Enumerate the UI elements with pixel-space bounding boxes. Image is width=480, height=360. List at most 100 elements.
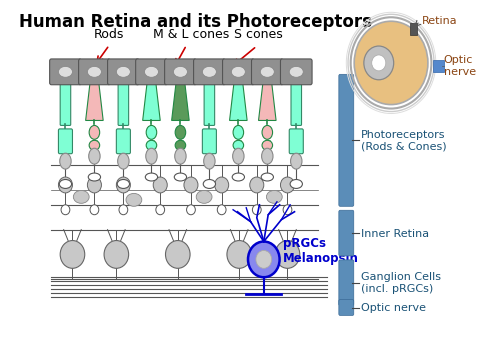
- FancyBboxPatch shape: [165, 59, 196, 85]
- Ellipse shape: [262, 125, 273, 139]
- Ellipse shape: [173, 66, 188, 77]
- Text: pRGCs
Melanopsin: pRGCs Melanopsin: [283, 238, 359, 265]
- Ellipse shape: [89, 148, 100, 164]
- Ellipse shape: [262, 148, 273, 164]
- Ellipse shape: [233, 140, 244, 150]
- FancyBboxPatch shape: [280, 59, 312, 85]
- Ellipse shape: [175, 148, 186, 164]
- Circle shape: [250, 177, 264, 193]
- Circle shape: [156, 205, 165, 215]
- Ellipse shape: [175, 125, 186, 139]
- Ellipse shape: [89, 140, 100, 150]
- Circle shape: [215, 177, 228, 193]
- FancyBboxPatch shape: [116, 129, 131, 154]
- FancyBboxPatch shape: [118, 82, 129, 125]
- Circle shape: [364, 46, 394, 80]
- Circle shape: [248, 242, 279, 277]
- Ellipse shape: [116, 66, 131, 77]
- FancyBboxPatch shape: [339, 210, 354, 256]
- Text: M & L cones: M & L cones: [153, 28, 229, 41]
- Bar: [410, 23, 418, 35]
- Ellipse shape: [146, 125, 157, 139]
- Ellipse shape: [203, 180, 216, 188]
- Polygon shape: [229, 83, 247, 121]
- Ellipse shape: [126, 193, 142, 206]
- Circle shape: [87, 177, 101, 193]
- Polygon shape: [172, 83, 189, 121]
- Text: Rods: Rods: [94, 28, 124, 41]
- Ellipse shape: [266, 190, 282, 203]
- Ellipse shape: [262, 140, 273, 150]
- Circle shape: [256, 251, 272, 268]
- FancyBboxPatch shape: [289, 129, 303, 154]
- FancyBboxPatch shape: [60, 82, 71, 125]
- Circle shape: [153, 177, 167, 193]
- FancyBboxPatch shape: [59, 129, 72, 154]
- Circle shape: [116, 177, 131, 193]
- Circle shape: [59, 177, 72, 193]
- Ellipse shape: [89, 125, 100, 139]
- Circle shape: [252, 205, 261, 215]
- Ellipse shape: [196, 190, 212, 203]
- Ellipse shape: [175, 140, 186, 150]
- Ellipse shape: [232, 173, 244, 181]
- Ellipse shape: [60, 180, 72, 188]
- Ellipse shape: [146, 140, 157, 150]
- Ellipse shape: [290, 180, 302, 188]
- Circle shape: [280, 177, 295, 193]
- Ellipse shape: [231, 66, 245, 77]
- Ellipse shape: [174, 173, 187, 181]
- FancyBboxPatch shape: [136, 59, 167, 85]
- Ellipse shape: [145, 173, 157, 181]
- Ellipse shape: [289, 66, 303, 77]
- FancyBboxPatch shape: [339, 74, 354, 206]
- Bar: [433, 60, 444, 72]
- FancyBboxPatch shape: [204, 82, 215, 125]
- Circle shape: [354, 21, 428, 105]
- FancyBboxPatch shape: [79, 59, 110, 85]
- Ellipse shape: [203, 66, 216, 77]
- Ellipse shape: [146, 148, 157, 164]
- Circle shape: [372, 55, 386, 71]
- Ellipse shape: [290, 153, 302, 169]
- Polygon shape: [259, 83, 276, 121]
- Text: Ganglion Cells
(incl. pRGCs): Ganglion Cells (incl. pRGCs): [361, 273, 441, 294]
- FancyBboxPatch shape: [49, 59, 81, 85]
- Circle shape: [283, 205, 292, 215]
- FancyBboxPatch shape: [223, 59, 254, 85]
- Ellipse shape: [73, 190, 89, 203]
- Circle shape: [187, 205, 195, 215]
- FancyBboxPatch shape: [193, 59, 225, 85]
- FancyBboxPatch shape: [108, 59, 139, 85]
- Ellipse shape: [88, 173, 100, 181]
- Ellipse shape: [144, 66, 158, 77]
- Circle shape: [166, 240, 190, 268]
- Polygon shape: [143, 83, 160, 121]
- FancyBboxPatch shape: [291, 82, 301, 125]
- Circle shape: [61, 205, 70, 215]
- Circle shape: [184, 177, 198, 193]
- Circle shape: [104, 240, 129, 268]
- Circle shape: [60, 240, 85, 268]
- Polygon shape: [85, 83, 103, 121]
- Text: Retina: Retina: [422, 16, 457, 26]
- Text: Photoreceptors
(Rods & Cones): Photoreceptors (Rods & Cones): [361, 130, 447, 151]
- Ellipse shape: [261, 173, 274, 181]
- FancyBboxPatch shape: [339, 260, 354, 306]
- Circle shape: [90, 205, 99, 215]
- Text: S cones: S cones: [234, 28, 283, 41]
- Ellipse shape: [59, 66, 72, 77]
- Ellipse shape: [233, 148, 244, 164]
- Ellipse shape: [233, 125, 244, 139]
- Text: Inner Retina: Inner Retina: [361, 229, 429, 239]
- Circle shape: [217, 205, 226, 215]
- Circle shape: [119, 205, 128, 215]
- FancyBboxPatch shape: [339, 300, 354, 315]
- Ellipse shape: [260, 66, 275, 77]
- Circle shape: [227, 240, 252, 268]
- Ellipse shape: [60, 153, 71, 169]
- Ellipse shape: [87, 66, 101, 77]
- Text: Optic nerve: Optic nerve: [361, 303, 426, 313]
- Ellipse shape: [118, 153, 129, 169]
- Ellipse shape: [117, 180, 130, 188]
